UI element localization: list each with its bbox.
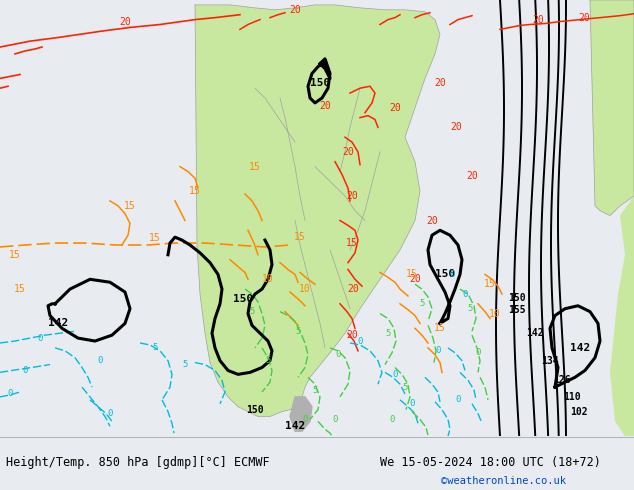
Text: Height/Temp. 850 hPa [gdmp][°C] ECMWF: Height/Temp. 850 hPa [gdmp][°C] ECMWF [6, 456, 270, 468]
Text: 20: 20 [409, 274, 421, 284]
Text: 5: 5 [249, 307, 255, 316]
Text: 15: 15 [434, 323, 446, 333]
Text: 5: 5 [295, 327, 301, 336]
Text: 0: 0 [97, 356, 103, 365]
Text: We 15-05-2024 18:00 UTC (18+72): We 15-05-2024 18:00 UTC (18+72) [380, 456, 601, 468]
Text: 0: 0 [37, 334, 42, 343]
Text: 0: 0 [392, 370, 398, 379]
Text: 150: 150 [435, 270, 455, 279]
Text: 142: 142 [526, 328, 543, 338]
Text: 134: 134 [541, 356, 559, 366]
Text: 0: 0 [455, 395, 461, 404]
Text: 15: 15 [484, 279, 496, 289]
Text: 20: 20 [346, 191, 358, 201]
Polygon shape [290, 397, 312, 431]
Text: 20: 20 [346, 330, 358, 340]
Text: 20: 20 [319, 101, 331, 111]
Text: 0: 0 [22, 366, 28, 375]
Text: 0: 0 [335, 350, 340, 359]
Text: 5: 5 [419, 299, 425, 308]
Text: 5: 5 [385, 329, 391, 338]
Text: 5: 5 [265, 356, 271, 365]
Text: 0: 0 [476, 348, 481, 357]
Text: 10: 10 [489, 309, 501, 318]
Polygon shape [195, 5, 440, 416]
Text: 20: 20 [578, 13, 590, 23]
Text: 0: 0 [358, 337, 363, 345]
Text: 0: 0 [302, 415, 307, 424]
Text: 126: 126 [553, 375, 571, 385]
Text: ©weatheronline.co.uk: ©weatheronline.co.uk [441, 476, 566, 486]
Text: 150: 150 [310, 78, 330, 88]
Text: 5: 5 [183, 360, 188, 369]
Polygon shape [610, 196, 634, 436]
Text: 20: 20 [119, 17, 131, 26]
Text: 5: 5 [403, 383, 408, 392]
Text: 10: 10 [262, 274, 274, 284]
Text: 20: 20 [342, 147, 354, 157]
Text: 0: 0 [462, 290, 468, 298]
Text: 0: 0 [389, 415, 395, 424]
Text: 0: 0 [332, 415, 338, 424]
Text: 20: 20 [347, 284, 359, 294]
Text: 110: 110 [563, 392, 581, 402]
Text: 20: 20 [289, 5, 301, 15]
Text: 15: 15 [346, 238, 358, 248]
Text: 20: 20 [426, 216, 438, 225]
Text: 142: 142 [285, 421, 305, 431]
Text: 10: 10 [299, 284, 311, 294]
Text: 5: 5 [313, 386, 318, 394]
Text: 102: 102 [570, 407, 588, 416]
Text: 5: 5 [152, 343, 158, 352]
Text: 20: 20 [389, 103, 401, 113]
Text: 20: 20 [434, 78, 446, 88]
Text: 20: 20 [450, 122, 462, 132]
Text: 0: 0 [450, 270, 455, 279]
Text: 20: 20 [466, 172, 478, 181]
Polygon shape [590, 0, 634, 216]
Text: 150: 150 [246, 405, 264, 415]
Text: 0: 0 [8, 390, 13, 398]
Text: 0: 0 [436, 346, 441, 355]
Text: 15: 15 [124, 201, 136, 211]
Text: 15: 15 [189, 186, 201, 196]
Text: 142: 142 [48, 318, 68, 328]
Text: 150: 150 [233, 294, 253, 304]
Text: 15: 15 [294, 232, 306, 242]
Text: 15: 15 [406, 270, 418, 279]
Text: 142: 142 [570, 343, 590, 353]
Text: 5: 5 [467, 304, 473, 313]
Text: 0: 0 [107, 409, 113, 418]
Text: 15: 15 [9, 250, 21, 260]
Text: 150
155: 150 155 [508, 293, 526, 315]
Text: 20: 20 [532, 15, 544, 24]
Text: 15: 15 [249, 162, 261, 172]
Text: 15: 15 [14, 284, 26, 294]
Text: 0: 0 [410, 399, 415, 408]
Text: 15: 15 [149, 233, 161, 243]
